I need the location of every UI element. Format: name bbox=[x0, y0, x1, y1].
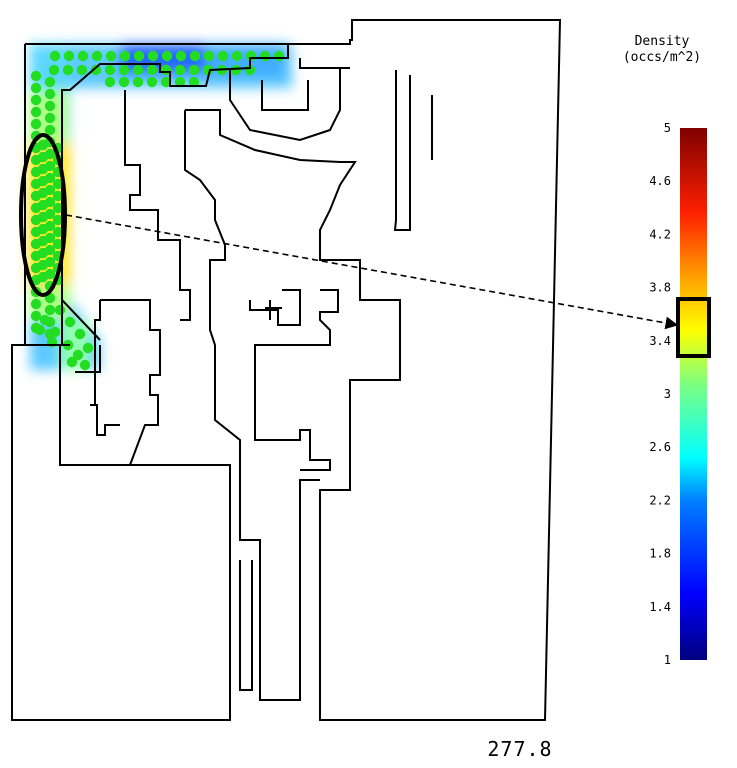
occupant-dot bbox=[273, 50, 285, 62]
occupant-dot bbox=[30, 310, 42, 322]
occupant-dot bbox=[44, 304, 56, 316]
highlighted-density-box bbox=[676, 297, 711, 358]
occupant-dot bbox=[161, 50, 173, 62]
occupant-dot bbox=[63, 50, 75, 62]
occupant-dot bbox=[259, 50, 271, 62]
legend-tick-label: 2.6 bbox=[649, 440, 671, 454]
occupant-dot bbox=[132, 64, 144, 76]
legend-tick-label: 5 bbox=[664, 121, 671, 135]
occupant-dot bbox=[52, 190, 64, 202]
occupant-dot bbox=[44, 76, 56, 88]
occupant-dot bbox=[72, 349, 84, 361]
occupant-dot bbox=[37, 199, 49, 211]
legend-tick-label: 3.8 bbox=[649, 281, 671, 295]
occupant-dot bbox=[133, 50, 145, 62]
occupant-dot bbox=[39, 314, 51, 326]
occupant-dot bbox=[79, 359, 91, 371]
occupant-dot bbox=[147, 50, 159, 62]
highlight-ellipse bbox=[19, 133, 67, 297]
legend-tick-label: 1.4 bbox=[649, 600, 671, 614]
legend-tick-label: 2.2 bbox=[649, 493, 671, 507]
occupant-dot bbox=[52, 178, 64, 190]
occupant-dot bbox=[37, 175, 49, 187]
legend-tick-label: 3.4 bbox=[649, 334, 671, 348]
occupant-dot bbox=[188, 76, 200, 88]
legend-tick-label: 4.2 bbox=[649, 227, 671, 241]
legend-tick-label: 4.6 bbox=[649, 174, 671, 188]
occupant-dot bbox=[82, 342, 94, 354]
occupant-dot bbox=[30, 70, 42, 82]
occupant-dot bbox=[52, 238, 64, 250]
occupant-dot bbox=[174, 76, 186, 88]
occupant-dot bbox=[118, 76, 130, 88]
occupant-dot bbox=[44, 112, 56, 124]
occupant-dot bbox=[30, 82, 42, 94]
occupant-dot bbox=[132, 76, 144, 88]
occupants-layer bbox=[30, 50, 285, 371]
legend-ticks: 5 4.6 4.2 3.8 3.4 3 2.6 2.2 1.8 1.4 1 bbox=[649, 121, 671, 667]
occupant-dot bbox=[174, 64, 186, 76]
occupant-dot bbox=[119, 50, 131, 62]
occupant-dot bbox=[44, 100, 56, 112]
simulation-time: 277.8 bbox=[487, 737, 552, 761]
occupant-dot bbox=[37, 223, 49, 235]
occupant-dot bbox=[66, 356, 78, 368]
occupant-dot bbox=[37, 211, 49, 223]
occupant-dot bbox=[37, 271, 49, 283]
occupant-dot bbox=[203, 50, 215, 62]
occupant-dot bbox=[52, 226, 64, 238]
occupant-dot bbox=[62, 64, 74, 76]
occupant-dot bbox=[77, 50, 89, 62]
density-legend: Density (occs/m^2) 5 4.6 4.2 3.8 3.4 3 2.6 2.2 1… bbox=[623, 34, 711, 667]
occupant-dot bbox=[37, 151, 49, 163]
occupant-dot bbox=[44, 88, 56, 100]
legend-title-line2: (occs/m^2) bbox=[623, 50, 701, 65]
occupant-dot bbox=[202, 64, 214, 76]
occupant-dot bbox=[37, 259, 49, 271]
occupant-dot bbox=[30, 94, 42, 106]
occupant-dot bbox=[37, 139, 49, 151]
occupant-dot bbox=[189, 50, 201, 62]
occupant-dot bbox=[30, 298, 42, 310]
legend-tick-label: 1 bbox=[664, 653, 671, 667]
occupant-dot bbox=[49, 326, 61, 338]
occupant-dot bbox=[160, 76, 172, 88]
occupant-dot bbox=[37, 235, 49, 247]
legend-title-line1: Density bbox=[635, 34, 690, 49]
occupant-dot bbox=[37, 247, 49, 259]
occupant-dot bbox=[230, 64, 242, 76]
occupant-dot bbox=[76, 64, 88, 76]
occupant-dot bbox=[91, 50, 103, 62]
occupant-dot bbox=[231, 50, 243, 62]
occupant-dot bbox=[34, 324, 46, 336]
occupant-dot bbox=[52, 214, 64, 226]
occupant-dot bbox=[64, 316, 76, 328]
occupant-dot bbox=[74, 328, 86, 340]
building-walls bbox=[11, 19, 562, 721]
legend-tick-label: 1.8 bbox=[649, 547, 671, 561]
occupant-dot bbox=[90, 64, 102, 76]
occupant-dot bbox=[104, 64, 116, 76]
occupant-dot bbox=[146, 76, 158, 88]
occupant-dot bbox=[30, 118, 42, 130]
occupant-dot bbox=[118, 64, 130, 76]
occupant-dot bbox=[49, 50, 61, 62]
occupant-dot bbox=[37, 187, 49, 199]
occupant-dot bbox=[175, 50, 187, 62]
occupant-dot bbox=[37, 163, 49, 175]
occupant-dot bbox=[217, 50, 229, 62]
occupant-dot bbox=[30, 106, 42, 118]
occupant-dot bbox=[146, 64, 158, 76]
occupant-dot bbox=[188, 64, 200, 76]
occupant-dot bbox=[52, 202, 64, 214]
color-scale-bar bbox=[680, 128, 707, 660]
occupant-dot bbox=[105, 50, 117, 62]
occupant-dot bbox=[104, 76, 116, 88]
occupant-dot bbox=[44, 124, 56, 136]
highlight-arrow bbox=[65, 214, 679, 330]
occupant-dot bbox=[54, 304, 66, 316]
legend-tick-label: 3 bbox=[664, 387, 671, 401]
occupant-dot bbox=[48, 64, 60, 76]
